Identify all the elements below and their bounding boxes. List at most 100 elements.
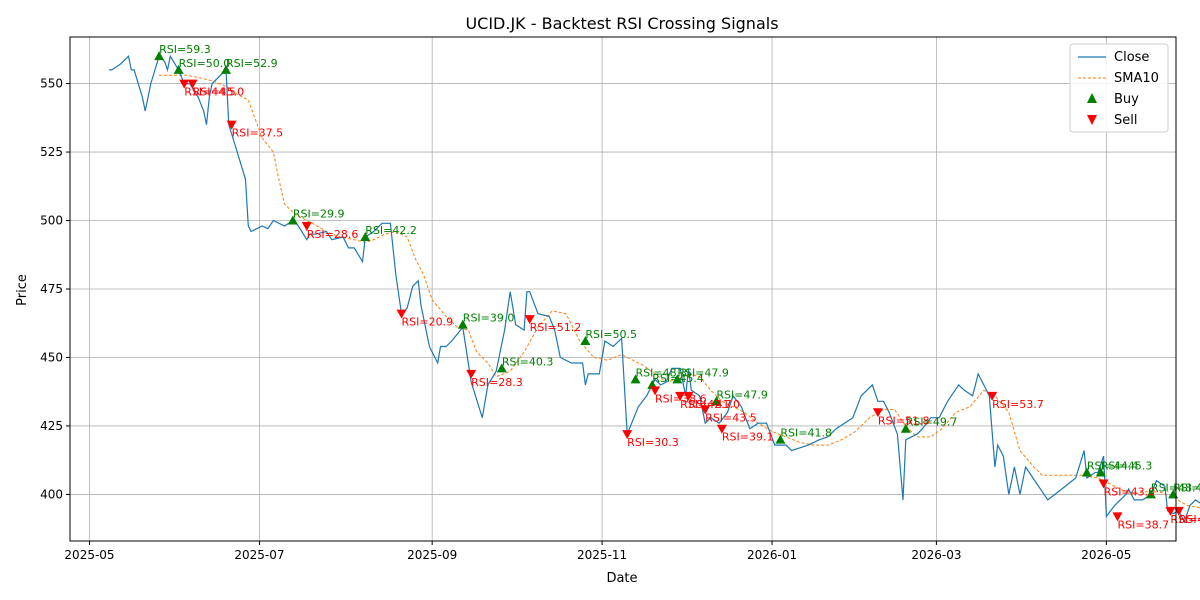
y-tick-label: 475: [40, 282, 63, 296]
y-tick-label: 450: [40, 350, 63, 364]
buy-annotation: RSI=29.9: [293, 208, 345, 221]
sell-marker: [683, 391, 694, 401]
sma10-series: [159, 74, 1200, 509]
legend-sma-label: SMA10: [1114, 71, 1159, 86]
legend: Close SMA10 Buy Sell: [1069, 43, 1169, 133]
sell-annotation: RSI=37.5: [232, 127, 284, 140]
sell-marker: [187, 79, 198, 89]
buy-annotation: RSI=45.3: [1101, 460, 1153, 473]
sell-marker: [622, 430, 633, 440]
sell-annotation: RSI=41.0: [688, 398, 740, 411]
buy-marker: [1145, 489, 1156, 499]
sell-marker: [1098, 479, 1109, 489]
y-tick-label: 525: [40, 145, 63, 159]
sell-marker: [650, 386, 661, 396]
buy-annotation: RSI=48.4: [1151, 481, 1200, 494]
sell-annotation: RSI=39.1: [722, 431, 774, 444]
sell-annotation: RSI=43.0: [1104, 485, 1156, 498]
legend-sell-label: Sell: [1114, 113, 1137, 128]
x-tick-label: 2025-07: [234, 548, 284, 562]
buy-annotation: RSI=50.0: [179, 57, 231, 70]
sell-marker: [700, 405, 711, 415]
close-line: [109, 54, 1200, 524]
sell-marker: [396, 309, 407, 319]
sell-annotation: RSI=28.3: [471, 376, 523, 389]
legend-box: [1069, 43, 1169, 133]
buy-annotation: RSI=39.0: [463, 312, 515, 325]
buy-marker: [630, 374, 641, 384]
sell-marker: [226, 120, 237, 130]
y-tick-label: 425: [40, 419, 63, 433]
legend-buy-label: Buy: [1114, 92, 1139, 107]
sell-annotation: RSI=42.7: [680, 398, 732, 411]
buy-annotation: RSI=49.7: [906, 416, 958, 429]
x-tick-label: 2025-05: [64, 548, 114, 562]
buy-annotation: RSI=46.5: [1173, 481, 1200, 494]
sell-marker: [1112, 512, 1123, 522]
y-tick-label: 500: [40, 214, 63, 228]
buy-annotation: RSI=47.9: [677, 366, 729, 379]
buy-annotation: RSI=50.5: [585, 328, 637, 341]
sell-annotation: RSI=45.0: [193, 86, 245, 99]
x-tick-label: 2026-01: [747, 548, 797, 562]
y-axis-label: Price: [15, 274, 30, 306]
buy-marker: [900, 423, 911, 433]
sell-marker: [675, 391, 686, 401]
sell-annotation: RSI=38.7: [1117, 518, 1169, 531]
sell-annotation: RSI=44.5: [184, 86, 236, 99]
legend-buy-marker: [1087, 93, 1097, 103]
sell-annotation: RSI=43.5: [705, 412, 757, 425]
buy-annotation: RSI=45.4: [652, 372, 704, 385]
x-tick-label: 2025-11: [577, 548, 627, 562]
buy-marker: [287, 215, 298, 225]
buy-marker: [1095, 467, 1106, 477]
buy-marker: [221, 64, 232, 74]
buy-marker: [457, 319, 468, 329]
x-tick-label: 2025-09: [407, 548, 457, 562]
buy-marker: [496, 363, 507, 373]
buy-annotation: RSI=52.9: [226, 57, 278, 70]
chart-title: UCID.JK - Backtest RSI Crossing Signals: [465, 14, 778, 33]
sell-marker: [1165, 506, 1176, 516]
grid-lines: [70, 37, 1176, 541]
buy-marker: [580, 336, 591, 346]
buy-marker: [154, 51, 165, 61]
x-axis-label: Date: [606, 571, 637, 586]
sell-annotation: RSI=20.9: [402, 316, 454, 329]
sell-annotation: RSI=41.6: [1170, 513, 1200, 526]
buy-annotation: RSI=41.8: [780, 427, 832, 440]
sell-annotation: RSI=51.2: [530, 321, 582, 334]
close-series: [109, 54, 1200, 524]
buy-annotation: RSI=47.9: [716, 388, 768, 401]
legend-close-label: Close: [1114, 50, 1149, 65]
signal-markers: [154, 51, 1184, 522]
sell-marker: [524, 315, 535, 325]
sell-marker: [872, 408, 883, 418]
buy-annotation: RSI=59.3: [159, 43, 211, 56]
sell-marker: [179, 79, 190, 89]
buy-marker: [360, 231, 371, 241]
sell-marker: [301, 222, 312, 231]
sell-marker: [716, 424, 727, 434]
sell-annotation: RSI=28.6: [307, 228, 359, 241]
buy-marker: [711, 396, 722, 406]
buy-marker: [173, 64, 184, 74]
x-tick-label: 2026-05: [1081, 548, 1131, 562]
buy-annotation: RSI=42.2: [365, 224, 417, 237]
legend-sell-marker: [1087, 115, 1097, 125]
axis-ticks: 2025-05 2025-07 2025-09 2025-11 2026-01 2026-…: [40, 77, 1131, 562]
sell-annotation: RSI=42.5: [1179, 513, 1200, 526]
sell-annotation: RSI=30.3: [627, 436, 679, 449]
y-tick-label: 400: [40, 487, 63, 501]
sell-marker: [466, 369, 477, 379]
buy-annotation: RSI=48.3: [636, 366, 688, 379]
x-tick-label: 2026-03: [911, 548, 961, 562]
sma10-line: [159, 74, 1200, 509]
buy-annotation: RSI=40.3: [502, 355, 554, 368]
sell-annotation: RSI=53.7: [992, 398, 1044, 411]
sell-annotation: RSI=51.8: [878, 414, 930, 427]
buy-marker: [1081, 467, 1092, 477]
buy-annotation: RSI=44.4: [1087, 460, 1139, 473]
